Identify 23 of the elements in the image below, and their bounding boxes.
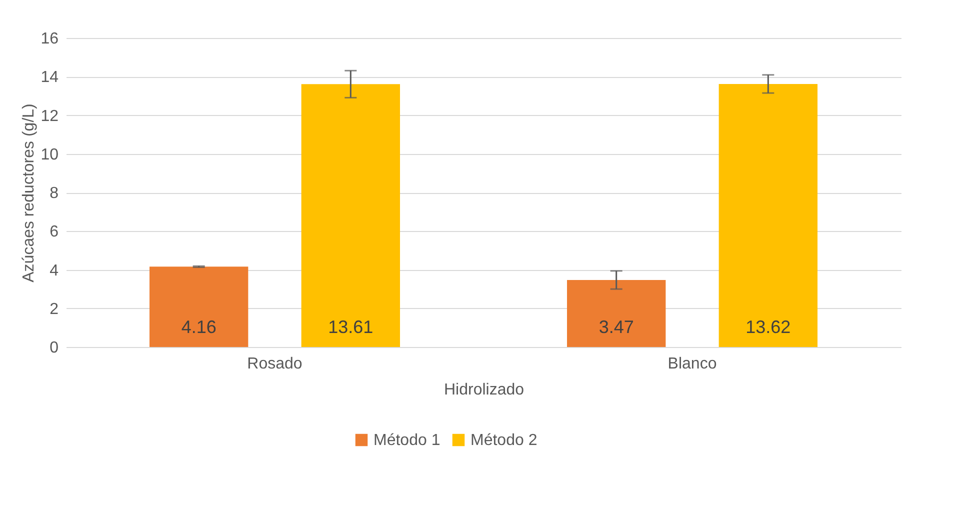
y-tick-label: 4 [50, 262, 59, 280]
y-tick-label: 16 [40, 30, 59, 48]
y-tick-label: 2 [50, 300, 59, 318]
x-tick-label: Rosado [247, 356, 302, 372]
data-label: 3.47 [598, 317, 634, 337]
x-tick-label: Blanco [668, 356, 717, 372]
data-label: 4.16 [181, 317, 216, 337]
y-axis-title: Azúcaes reductores (g/L) [20, 104, 38, 282]
y-tick-label: 14 [40, 69, 59, 86]
bar [150, 266, 248, 347]
legend-label: Método 1 [374, 432, 440, 449]
y-tick-label: 10 [40, 146, 59, 164]
bar [301, 84, 400, 347]
y-tick-label: 6 [50, 224, 59, 241]
x-axis-title: Hidrolizado [444, 382, 524, 398]
data-label: 13.61 [328, 317, 374, 337]
y-tick-label: 0 [50, 340, 59, 356]
data-label: 13.62 [746, 317, 791, 337]
bar [567, 280, 666, 347]
y-tick-label: 12 [40, 108, 59, 125]
bar [718, 84, 818, 347]
y-tick-label: 8 [50, 185, 59, 202]
legend-label: Método 2 [470, 432, 538, 449]
